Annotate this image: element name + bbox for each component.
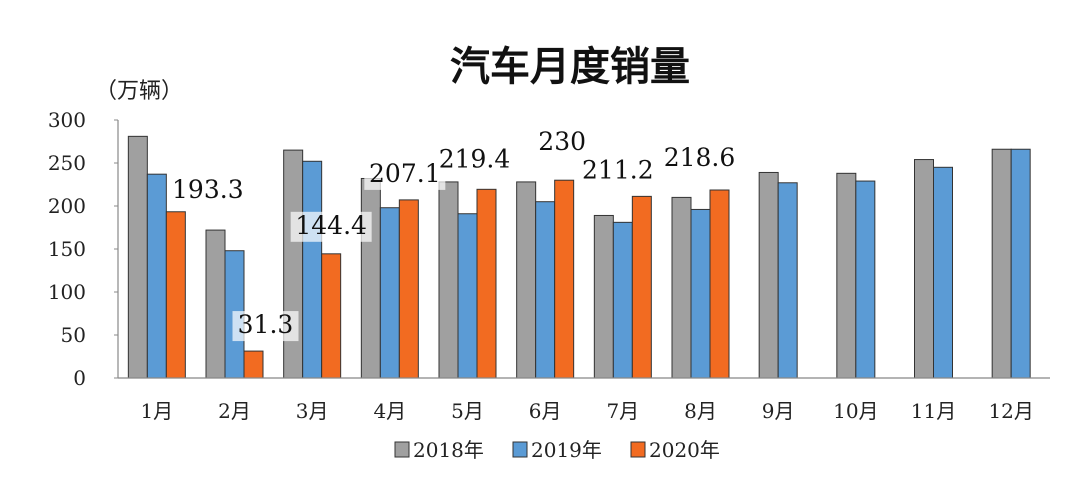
y-axis-unit-label: （万辆）: [95, 79, 183, 104]
data-label-4月: 207.1: [369, 159, 441, 188]
data-label-2月: 31.3: [238, 310, 294, 339]
chart-title: 汽车月度销量: [450, 44, 690, 90]
bar-2018年-8月: [671, 196, 692, 379]
y-tick-label: 250: [48, 151, 86, 175]
bar-2020年-5月: [476, 188, 497, 379]
data-label-5月: 219.4: [439, 144, 511, 173]
x-tick-label: 1月: [140, 399, 173, 423]
data-label-6月: 230: [538, 127, 586, 156]
y-tick-label: 200: [48, 194, 86, 218]
x-tick-label: 6月: [529, 399, 562, 423]
x-tick-label: 5月: [451, 399, 484, 423]
legend-label-2019年: 2019年: [531, 438, 602, 462]
legend-swatch-2018年: [394, 441, 410, 458]
y-tick-label: 150: [48, 237, 86, 261]
bar-2020年-4月: [398, 199, 419, 379]
bar-2018年-3月: [283, 149, 304, 379]
x-tick-label: 7月: [606, 399, 639, 423]
legend-swatch-2020年: [630, 441, 646, 458]
bar-2018年-10月: [836, 172, 857, 379]
data-label-background: [659, 144, 740, 175]
bar-2018年-4月: [360, 177, 381, 379]
data-label-background: [364, 159, 446, 190]
x-tick-label: 4月: [373, 399, 406, 423]
data-label-background: [434, 145, 515, 176]
data-label-8月: 218.6: [664, 143, 736, 172]
bar-2020年-3月: [321, 253, 342, 379]
y-tick-label: 50: [61, 323, 86, 347]
bar-2019年-9月: [777, 182, 798, 379]
data-label-7月: 211.2: [582, 155, 654, 184]
x-tick-label: 8月: [684, 399, 717, 423]
bar-2020年-6月: [554, 179, 575, 379]
data-label-background: [290, 211, 372, 242]
x-tick-label: 9月: [762, 399, 795, 423]
bar-2018年-5月: [438, 181, 459, 379]
bar-2019年-8月: [690, 208, 711, 379]
bar-2019年-6月: [535, 201, 556, 379]
bar-2020年-1月: [165, 211, 186, 379]
bar-2018年-1月: [127, 135, 148, 379]
bar-2019年-10月: [855, 180, 876, 379]
x-tick-label: 10月: [833, 399, 878, 423]
bar-2019年-5月: [457, 213, 478, 379]
bar-2019年-12月: [1010, 148, 1031, 379]
legend-label-2018年: 2018年: [413, 438, 484, 462]
data-label-1月: 193.3: [172, 175, 244, 204]
x-tick-label: 2月: [218, 399, 251, 423]
x-tick-label: 3月: [296, 399, 329, 423]
data-label-3月: 144.4: [295, 211, 367, 240]
y-tick-label: 300: [48, 108, 86, 132]
bar-2018年-12月: [991, 148, 1012, 379]
bar-2018年-9月: [758, 171, 779, 379]
x-tick-label: 11月: [911, 399, 956, 423]
y-tick-label: 0: [73, 366, 86, 390]
data-label-background: [577, 156, 659, 187]
data-label-background: [232, 311, 299, 342]
data-label-background: [167, 175, 249, 206]
legend-swatch-2019年: [512, 441, 528, 458]
bar-2019年-7月: [612, 221, 633, 379]
y-tick-label: 100: [48, 280, 86, 304]
bar-2020年-7月: [631, 195, 652, 379]
x-tick-label: 12月: [988, 399, 1033, 423]
bar-2019年-1月: [146, 173, 167, 379]
bar-2019年-11月: [933, 166, 953, 379]
bar-2018年-11月: [914, 159, 934, 379]
bar-2020年-8月: [709, 189, 730, 379]
bar-2018年-6月: [516, 181, 537, 379]
bar-2018年-2月: [205, 229, 226, 379]
bar-2018年-7月: [593, 214, 614, 379]
bar-2019年-4月: [379, 207, 400, 379]
bar-2019年-3月: [302, 160, 323, 379]
bar-2020年-2月: [243, 350, 264, 379]
legend-label-2020年: 2020年: [649, 438, 720, 462]
data-label-background: [536, 128, 588, 159]
